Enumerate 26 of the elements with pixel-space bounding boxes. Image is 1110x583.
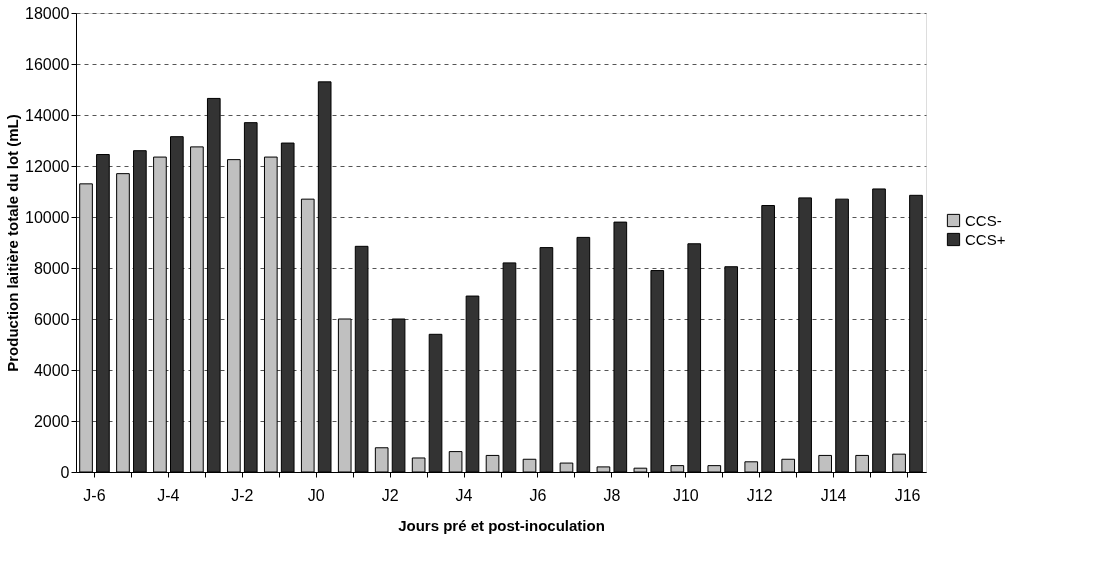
x-tick-label: J8: [603, 486, 621, 504]
x-tick-label: J0: [307, 486, 325, 504]
y-tick-label: 6000: [33, 310, 70, 328]
y-tick-label: 16000: [25, 55, 70, 73]
x-tick-label: J6: [529, 486, 547, 504]
x-tick-label: J14: [820, 486, 847, 504]
legend-label: CCS-: [965, 211, 1002, 229]
y-tick-label: 10000: [25, 208, 70, 226]
x-axis-title: Jours pré et post-inoculation: [398, 516, 605, 534]
x-tick-label: J2: [381, 486, 399, 504]
y-tick-label: 2000: [33, 412, 70, 430]
y-tick-label: 12000: [25, 157, 70, 175]
x-tick-label: J-4: [157, 486, 180, 504]
y-tick-label: 18000: [25, 4, 70, 22]
y-tick-label: 0: [60, 463, 70, 481]
x-tick-label: J-2: [231, 486, 254, 504]
y-tick-label: 8000: [33, 259, 70, 277]
legend-label: CCS+: [965, 230, 1006, 248]
x-tick-label: J4: [455, 486, 473, 504]
y-tick-label: 14000: [25, 106, 70, 124]
y-axis-title: Production laitière totale du lot (mL): [4, 114, 22, 372]
x-tick-label: J-6: [83, 486, 106, 504]
x-tick-label: J16: [894, 486, 921, 504]
x-tick-label: J10: [672, 486, 699, 504]
x-tick-label: J12: [746, 486, 773, 504]
y-tick-label: 4000: [33, 361, 70, 379]
